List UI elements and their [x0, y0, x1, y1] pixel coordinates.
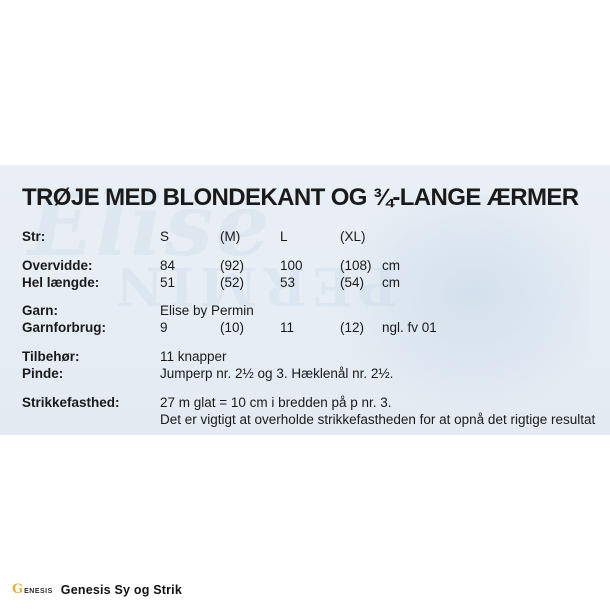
table-row-tilbehoer: Tilbehør: 11 knapper: [22, 348, 597, 365]
strikkefasthed-label: Strikkefasthed:: [22, 395, 120, 410]
hel-laengde-unit: cm: [382, 275, 400, 290]
genesis-logo-icon: G ENESIS: [12, 582, 53, 597]
strikkefasthed-line1: 27 m glat = 10 cm i bredden på p nr. 3.: [160, 395, 392, 410]
size-xl: (XL): [340, 229, 366, 244]
genesis-logo-wordmark: ENESIS: [24, 588, 53, 595]
strikkefasthed-note-spacer: [22, 411, 160, 428]
table-row-overvidde: Overvidde: 84 (92) 100 (108) cm: [22, 257, 597, 274]
overvidde-l: 100: [280, 258, 303, 273]
table-row-garn: Garn: Elise by Permin: [22, 302, 597, 319]
pinde-value: Jumperp nr. 2½ og 3. Hæklenål nr. 2½.: [160, 366, 394, 381]
garnforbrug-s: 9: [160, 320, 168, 335]
size-m: (M): [220, 229, 241, 244]
page-title: TRØJE MED BLONDEKANT OG ¾-LANGE ÆRMER: [22, 184, 579, 211]
size-row: Str: S (M) L (XL): [22, 228, 597, 245]
table-row-hel-laengde: Hel længde: 51 (52) 53 (54) cm: [22, 274, 597, 291]
footer-brand-text: Genesis Sy og Strik: [60, 583, 183, 597]
garnforbrug-l: 11: [280, 320, 295, 335]
overvidde-unit: cm: [382, 258, 400, 273]
table-row-strikkefasthed: Strikkefasthed: 27 m glat = 10 cm i bred…: [22, 394, 597, 411]
garn-value: Elise by Permin: [160, 303, 254, 318]
garnforbrug-label: Garnforbrug:: [22, 320, 106, 335]
table-row-pinde: Pinde: Jumperp nr. 2½ og 3. Hæklenål nr.…: [22, 365, 597, 382]
table-row-strikkefasthed-note: Det er vigtigt at overholde strikkefasth…: [22, 411, 597, 428]
overvidde-m: (92): [220, 258, 245, 273]
size-unit: [382, 228, 597, 245]
hel-laengde-m: (52): [220, 275, 245, 290]
garn-label: Garn:: [22, 303, 59, 318]
pinde-label: Pinde:: [22, 366, 64, 381]
overvidde-xl: (108): [340, 258, 372, 273]
genesis-logo-initial: G: [12, 582, 24, 597]
hel-laengde-xl: (54): [340, 275, 365, 290]
tilbehoer-value: 11 knapper: [160, 349, 227, 364]
hel-laengde-label: Hel længde:: [22, 275, 100, 290]
hel-laengde-s: 51: [160, 275, 176, 290]
garnforbrug-unit: ngl. fv 01: [382, 320, 437, 335]
garnforbrug-xl: (12): [340, 320, 365, 335]
footer: G ENESIS Genesis Sy og Strik: [12, 583, 182, 597]
tilbehoer-label: Tilbehør:: [22, 349, 80, 364]
garnforbrug-m: (10): [220, 320, 245, 335]
overvidde-s: 84: [160, 258, 176, 273]
size-s: S: [160, 229, 170, 244]
size-l: L: [280, 229, 288, 244]
strikkefasthed-line2: Det er vigtigt at overholde strikkefasth…: [160, 412, 596, 427]
size-label: Str:: [22, 229, 46, 244]
hel-laengde-l: 53: [280, 275, 296, 290]
table-row-garnforbrug: Garnforbrug: 9 (10) 11 (12) ngl. fv 01: [22, 319, 597, 336]
overvidde-label: Overvidde:: [22, 258, 93, 273]
